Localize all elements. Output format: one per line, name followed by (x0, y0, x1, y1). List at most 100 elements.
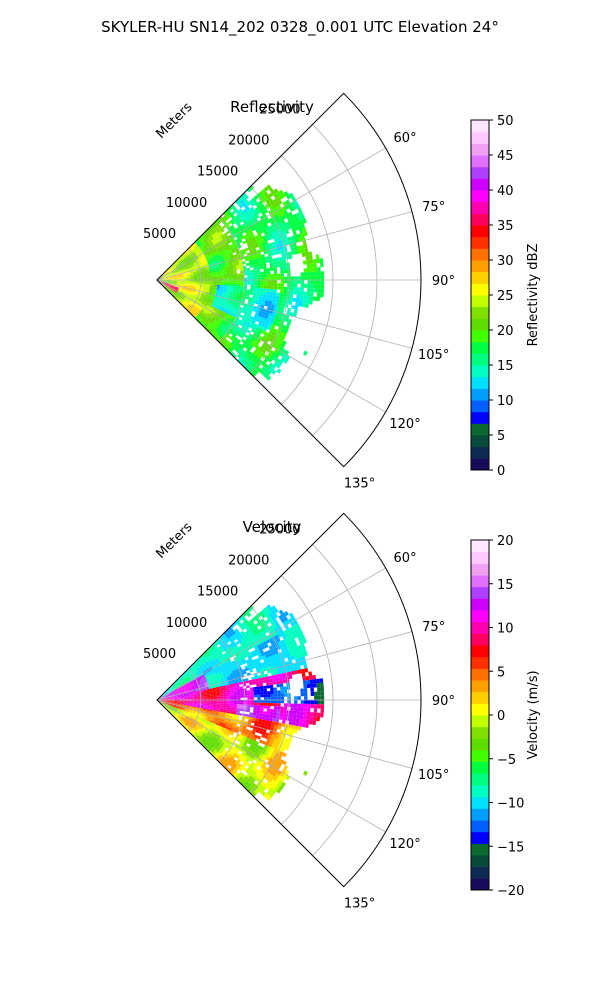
radar-cell (194, 250, 199, 254)
radar-cell (182, 256, 186, 259)
radar-cell (163, 702, 167, 704)
radar-cell (239, 742, 244, 747)
radar-cell (280, 686, 284, 691)
radar-cell (222, 738, 227, 742)
radar-cell (193, 705, 197, 708)
radar-cell (278, 243, 283, 248)
radar-cell (292, 717, 297, 722)
radar-cell (222, 658, 227, 662)
radar-cell (163, 698, 167, 700)
radar-cell (177, 281, 181, 283)
radar-cell (176, 702, 181, 704)
radar-cell (220, 299, 225, 302)
radar-cell (196, 242, 201, 246)
radar-cell (188, 303, 193, 307)
radar-cell (215, 666, 220, 670)
radar-cell (249, 764, 254, 769)
radar-cell (268, 607, 274, 613)
radar-cell (170, 267, 174, 271)
radar-cell (223, 278, 228, 280)
radar-cell (177, 290, 181, 293)
radar-cell (244, 610, 250, 615)
radar-cell (308, 675, 313, 680)
radar-cell (187, 713, 191, 716)
radar-cell (246, 358, 252, 363)
radar-cell (256, 293, 260, 297)
radar-cell (206, 732, 211, 736)
radar-cell (197, 308, 202, 312)
radar-cell (223, 299, 228, 303)
radar-cell (206, 274, 211, 277)
radar-cell (192, 662, 196, 666)
radar-cell (285, 661, 290, 666)
radar-cell (194, 727, 198, 731)
radar-cell (194, 294, 198, 297)
radar-cell (250, 742, 255, 747)
radar-cell (283, 710, 287, 714)
radar-cell (160, 699, 164, 700)
radar-cell (320, 280, 325, 285)
radar-cell (276, 739, 281, 744)
radar-cell (213, 270, 217, 273)
radar-cell (284, 276, 288, 280)
radar-cell (169, 274, 173, 277)
radar-cell (195, 245, 199, 249)
radar-cell (237, 343, 242, 348)
radar-cell (213, 314, 217, 319)
radar-cell (201, 232, 206, 237)
radar-cell (257, 691, 261, 695)
radar-cell (197, 276, 201, 278)
radar-cell (288, 255, 293, 260)
radar-cell (191, 266, 196, 269)
radar-cell (218, 671, 222, 675)
radar-cell (243, 327, 249, 332)
radar-cell (243, 282, 248, 285)
radar-cell (165, 705, 168, 709)
radar-cell (261, 371, 267, 377)
radar-cell (210, 258, 214, 261)
radar-cell (223, 344, 228, 349)
radar-cell (218, 304, 223, 307)
radar-cell (260, 239, 265, 244)
radar-cell (190, 695, 194, 697)
radar-cell (223, 276, 228, 279)
radar-cell (169, 272, 173, 275)
radar-cell (303, 770, 308, 776)
radar-cell (230, 751, 235, 755)
radar-cell (299, 661, 304, 666)
radar-cell (206, 271, 210, 274)
radar-cell (216, 661, 221, 665)
radar-cell (204, 315, 209, 319)
radar-cell (317, 704, 321, 709)
radar-cell (196, 309, 201, 313)
radar-cell (250, 697, 254, 700)
radar-cell (319, 678, 324, 683)
radar-cell (243, 760, 248, 765)
radar-cell (170, 702, 174, 704)
radar-cell (201, 264, 206, 267)
radar-cell (226, 665, 231, 669)
radar-cell (193, 701, 198, 704)
radar-cell (189, 705, 194, 707)
radar-cell (213, 695, 218, 697)
radar-cell (203, 282, 208, 284)
radar-cell (207, 671, 211, 675)
radar-cell (203, 273, 207, 276)
radar-cell (298, 228, 304, 234)
radar-cell (223, 698, 228, 700)
radar-cell (271, 190, 276, 196)
radar-cell (267, 326, 272, 331)
radar-cell (279, 759, 284, 764)
radar-cell (204, 309, 209, 313)
radar-cell (228, 725, 233, 729)
radar-cell (265, 663, 270, 668)
radar-cell (176, 679, 180, 683)
radar-cell (235, 743, 240, 747)
radar-cell (172, 271, 176, 274)
radar-cell (212, 728, 217, 732)
radar-cell (230, 703, 234, 706)
radar-cell (277, 305, 282, 310)
radar-cell (225, 252, 230, 256)
radar-cell (274, 230, 279, 235)
radar-cell (278, 312, 283, 317)
